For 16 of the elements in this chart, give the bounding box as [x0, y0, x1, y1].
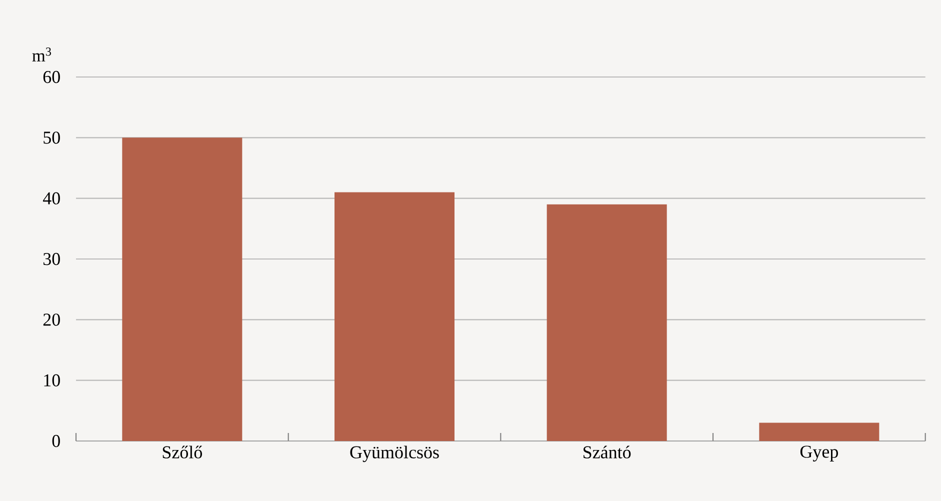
y-tick-label: 10 — [44, 374, 60, 386]
y-tick-label: 20 — [43, 314, 60, 326]
y-tick-label: 0 — [52, 434, 60, 448]
y-tick-label: 30 — [43, 252, 60, 266]
bar — [546, 204, 667, 441]
bar — [334, 192, 455, 441]
x-tick-label: Szőlő — [162, 446, 202, 458]
y-tick-label: 40 — [42, 192, 60, 204]
y-axis-title: m$^{3}$ — [32, 48, 51, 62]
bar — [759, 422, 880, 441]
x-tick-label: Szántó — [584, 446, 631, 458]
y-tick-label: 60 — [43, 70, 60, 84]
bar — [122, 138, 242, 441]
y-tick-label: 50 — [44, 132, 60, 144]
x-tick-label: Gyep — [800, 446, 838, 462]
x-tick-label: Gyümölcsös — [350, 446, 439, 462]
